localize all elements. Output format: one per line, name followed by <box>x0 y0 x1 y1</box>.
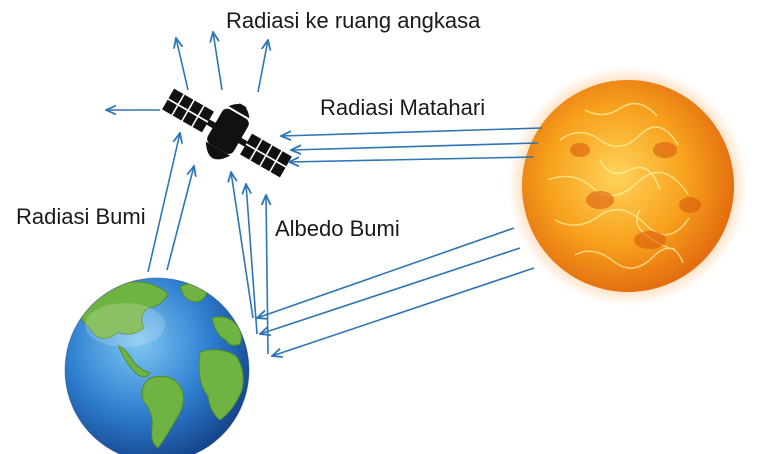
earth-albedo-label: Albedo Bumi <box>275 216 400 241</box>
satellite-icon <box>162 88 292 178</box>
satellite-body <box>205 103 250 160</box>
space-radiation-arrows <box>106 32 268 110</box>
albedo-arrows <box>231 172 268 355</box>
arrow-sun-earth-3 <box>272 267 535 356</box>
solar-radiation-arrows <box>281 127 543 162</box>
earth-radiation-arrows <box>147 133 194 273</box>
arrow-albedo-3 <box>266 195 268 355</box>
arrow-albedo-1 <box>231 172 254 319</box>
sun-to-earth-arrows <box>257 227 535 356</box>
arrow-space-1 <box>176 38 189 91</box>
arrow-earth-2 <box>166 166 194 271</box>
arrow-sun-earth-1 <box>257 227 515 318</box>
earth-globe-icon <box>64 277 250 454</box>
arrow-earth-1 <box>147 133 180 273</box>
arrow-space-3 <box>257 40 268 93</box>
sun-icon <box>508 66 748 306</box>
arrow-sun-3 <box>289 156 535 162</box>
arrow-space-2 <box>213 32 223 91</box>
solar-radiation-label: Radiasi Matahari <box>320 95 486 120</box>
solar-panel-right <box>237 133 292 178</box>
earth-radiation-label: Radiasi Bumi <box>16 204 146 229</box>
arrow-sun-1 <box>281 127 543 136</box>
arrow-sun-earth-2 <box>260 247 521 334</box>
arrow-sun-2 <box>291 142 539 150</box>
solar-panel-left <box>162 88 217 133</box>
arrow-albedo-2 <box>246 184 258 335</box>
space-radiation-label: Radiasi ke ruang angkasa <box>226 8 481 33</box>
